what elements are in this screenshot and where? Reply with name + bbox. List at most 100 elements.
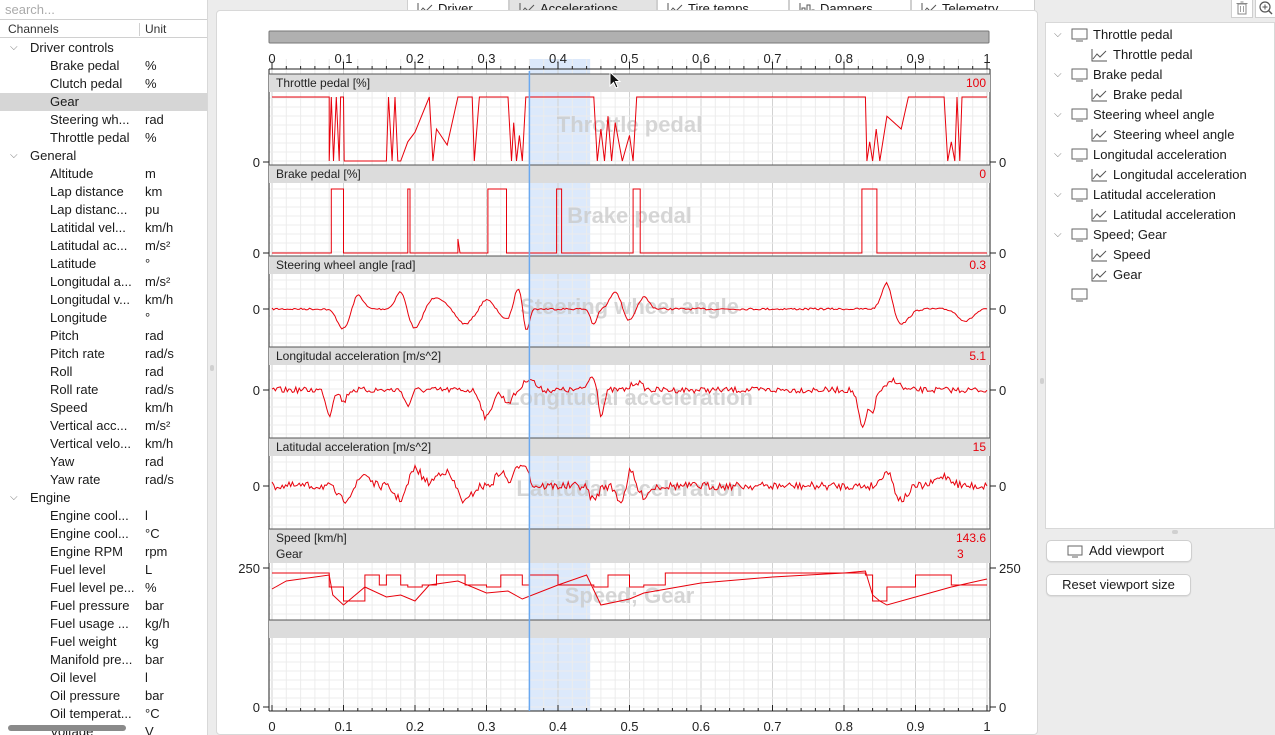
channel-name: Lap distance <box>50 184 124 199</box>
viewport-item[interactable]: ⌵ Latitudal acceleration <box>1046 185 1275 205</box>
channel-item[interactable]: Latitude ° <box>0 255 207 273</box>
channel-item[interactable]: Engine cool... l <box>0 507 207 525</box>
channel-item[interactable]: VoltageV <box>0 723 207 735</box>
channel-name: Fuel usage ... <box>50 616 129 631</box>
channel-item[interactable]: Longitudal v... km/h <box>0 291 207 309</box>
channel-item[interactable]: Roll rate rad/s <box>0 381 207 399</box>
channel-group[interactable]: ⌵ Engine <box>0 489 207 507</box>
channel-unit: bar <box>145 652 164 667</box>
channel-item[interactable]: Engine RPM rpm <box>0 543 207 561</box>
zoom-button[interactable] <box>1255 0 1275 18</box>
channel-name: Brake pedal <box>50 58 120 73</box>
chevron-down-icon[interactable]: ⌵ <box>10 42 18 53</box>
chevron-down-icon[interactable]: ⌵ <box>1054 109 1062 120</box>
channel-item[interactable]: Speed km/h <box>0 399 207 417</box>
chevron-down-icon[interactable]: ⌵ <box>1054 149 1062 160</box>
left-splitter-handle[interactable] <box>210 365 214 371</box>
channel-name: Roll rate <box>50 382 99 397</box>
channel-item[interactable]: Longitudal a... m/s² <box>0 273 207 291</box>
channel-item[interactable]: Lap distance km <box>0 183 207 201</box>
subplot[interactable]: Steering wheel angle Steering wheel angle… <box>253 255 1006 319</box>
subplot[interactable]: Throttle pedal Throttle pedal [%] 100 0 0 <box>253 73 1006 170</box>
subplot[interactable]: Latitudal acceleration Latitudal accelera… <box>253 437 1006 501</box>
channel-name: Latitude <box>50 256 97 271</box>
channel-item[interactable]: Roll rad <box>0 363 207 381</box>
channel-item[interactable]: Fuel usage ... kg/h <box>0 615 207 633</box>
viewport-channel-item[interactable]: Gear <box>1046 265 1275 285</box>
viewport-channel-item[interactable]: Speed <box>1046 245 1275 265</box>
channel-item[interactable]: Oil pressure bar <box>0 687 207 705</box>
viewport-channel-item[interactable]: Brake pedal <box>1046 85 1275 105</box>
chevron-down-icon[interactable]: ⌵ <box>1054 69 1062 80</box>
channel-item[interactable]: Latitidal vel... km/h <box>0 219 207 237</box>
channel-item[interactable]: Vertical acc... m/s² <box>0 417 207 435</box>
chevron-down-icon[interactable]: ⌵ <box>1054 229 1062 240</box>
subplot[interactable]: Brake pedal Brake pedal [%] 0 0 0 <box>253 164 1006 261</box>
channel-item[interactable]: Fuel level pe...% <box>0 579 207 597</box>
viewport-item[interactable] <box>1046 285 1275 305</box>
viewport-item[interactable]: ⌵ Longitudal acceleration <box>1046 145 1275 165</box>
channel-item[interactable]: Fuel weight kg <box>0 633 207 651</box>
monitor-icon <box>1071 28 1088 42</box>
subplot-header <box>269 620 990 638</box>
line-chart-icon <box>1091 269 1107 282</box>
channel-item[interactable]: Yaw rate rad/s <box>0 471 207 489</box>
viewport-panel-resize-handle[interactable] <box>1172 530 1178 534</box>
channel-item[interactable]: Steering wh... rad <box>0 111 207 129</box>
channel-group[interactable]: ⌵ Driver controls <box>0 39 207 57</box>
viewport-channel-item[interactable]: Steering wheel angle <box>1046 125 1275 145</box>
subplot-label: Speed [km/h] <box>276 531 347 545</box>
channel-group[interactable]: ⌵ General <box>0 147 207 165</box>
viewport-channel-item[interactable]: Throttle pedal <box>1046 45 1275 65</box>
channel-name: Longitudal a... <box>50 274 132 289</box>
unit-column-header[interactable]: Unit <box>145 22 167 36</box>
y-tick-label-left: 0 <box>253 246 260 261</box>
subplot-value: 143.6 <box>956 531 986 545</box>
channel-item[interactable]: Clutch pedal% <box>0 75 207 93</box>
y-tick-label-left: 0 <box>253 155 260 170</box>
channels-column-header[interactable]: Channels <box>8 22 59 36</box>
channel-item[interactable]: Longitude ° <box>0 309 207 327</box>
channel-item[interactable]: Brake pedal% <box>0 57 207 75</box>
viewport-channel-item[interactable]: Longitudal acceleration <box>1046 165 1275 185</box>
channel-item[interactable]: Throttle pedal% <box>0 129 207 147</box>
channel-item[interactable]: Engine cool... °C <box>0 525 207 543</box>
viewport-name: Throttle pedal <box>1093 27 1173 42</box>
add-viewport-button[interactable]: Add viewport <box>1046 540 1192 562</box>
chevron-down-icon[interactable]: ⌵ <box>1054 29 1062 40</box>
horizontal-scrollbar[interactable] <box>8 725 126 731</box>
channel-item[interactable]: Fuel level L <box>0 561 207 579</box>
channel-item[interactable]: Vertical velo... km/h <box>0 435 207 453</box>
channel-item[interactable]: Fuel pressure bar <box>0 597 207 615</box>
chevron-down-icon[interactable]: ⌵ <box>10 150 18 161</box>
subplot-header <box>269 438 990 456</box>
channel-item[interactable]: Latitudal ac... m/s² <box>0 237 207 255</box>
reset-viewport-size-button[interactable]: Reset viewport size <box>1046 574 1191 596</box>
delete-button[interactable] <box>1231 0 1253 18</box>
subplot-label: Longitudal acceleration [m/s^2] <box>276 349 441 363</box>
channel-item[interactable]: Gear <box>0 93 207 111</box>
viewport-item[interactable]: ⌵ Brake pedal <box>1046 65 1275 85</box>
channel-item[interactable]: Yaw rad <box>0 453 207 471</box>
viewport-item[interactable]: ⌵ Steering wheel angle <box>1046 105 1275 125</box>
channel-item[interactable]: Oil temperat... °C <box>0 705 207 723</box>
channel-item[interactable]: Oil level l <box>0 669 207 687</box>
channel-item[interactable]: Pitch rate rad/s <box>0 345 207 363</box>
viewport-item[interactable]: ⌵ Throttle pedal <box>1046 25 1275 45</box>
chevron-down-icon[interactable]: ⌵ <box>10 492 18 503</box>
right-splitter-handle[interactable] <box>1040 378 1044 384</box>
channel-unit: ° <box>145 256 151 271</box>
channel-item[interactable]: Lap distanc... pu <box>0 201 207 219</box>
viewport-item[interactable]: ⌵ Speed; Gear <box>1046 225 1275 245</box>
plot-canvas[interactable]: 0 0.1 0.2 0.3 0.4 0.5 0.6 0.7 0.8 0.9 10 0.1 0.2 0.3 0… <box>217 11 1039 735</box>
viewport-channel-item[interactable]: Latitudal acceleration <box>1046 205 1275 225</box>
chevron-down-icon[interactable]: ⌵ <box>1054 189 1062 200</box>
channel-item[interactable]: Altitude m <box>0 165 207 183</box>
channel-item[interactable]: Pitch rad <box>0 327 207 345</box>
search-input[interactable] <box>0 0 207 20</box>
channel-item[interactable]: Manifold pre... bar <box>0 651 207 669</box>
overview-scrollbar[interactable] <box>268 30 990 44</box>
